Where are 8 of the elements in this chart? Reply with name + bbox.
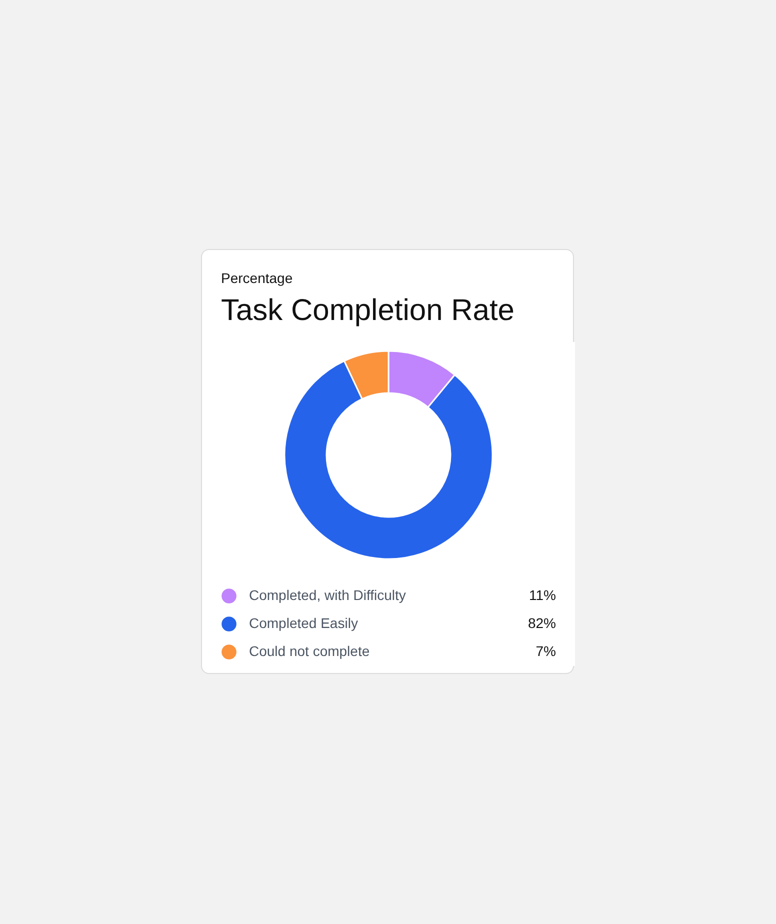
legend-label: Completed Easily [249, 615, 358, 631]
data-label: 82% [528, 615, 556, 631]
legend-label: Could not complete [249, 643, 370, 659]
chart-subtitle: Percentage [221, 270, 293, 286]
data-label: 7% [536, 643, 556, 659]
legend-label: Completed, with Difficulty [249, 587, 406, 603]
data-label: 11% [529, 587, 556, 603]
chart-title: Task Completion Rate [221, 294, 514, 328]
